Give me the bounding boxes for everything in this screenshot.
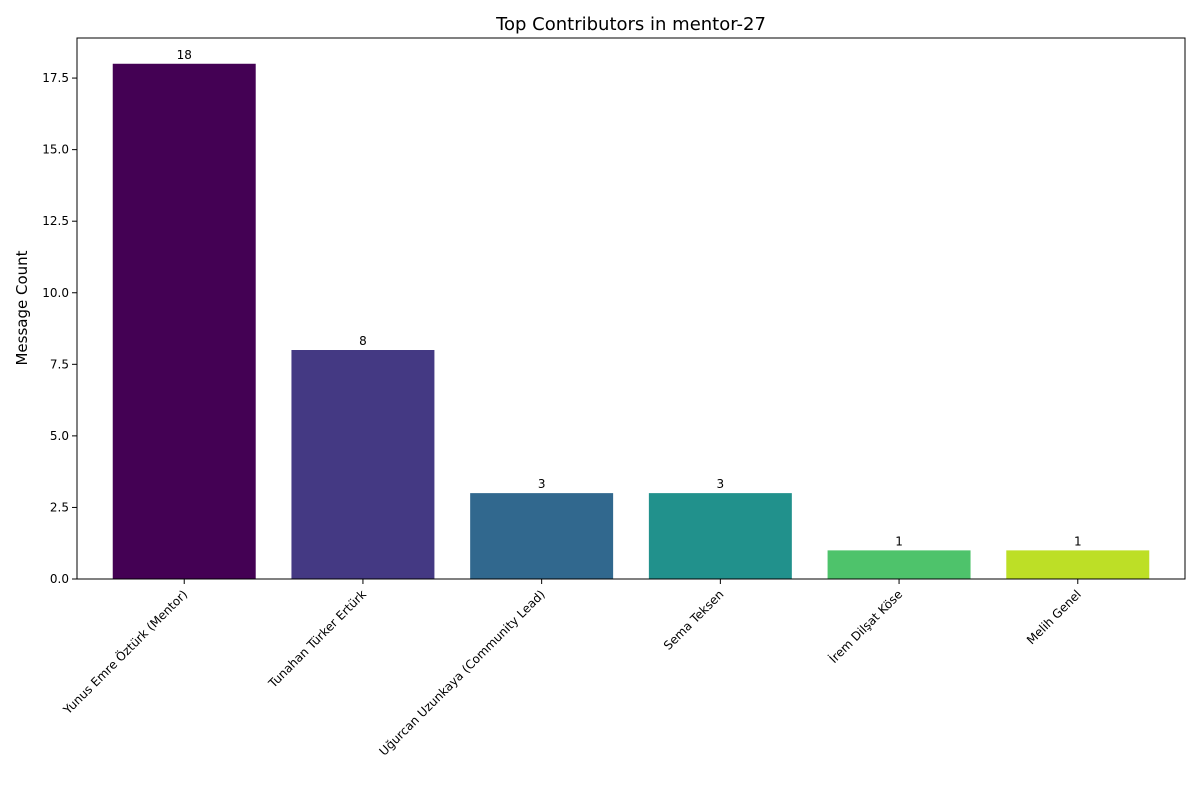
y-axis-title: Message Count [13, 250, 31, 365]
bar-value-label: 3 [717, 477, 725, 491]
bar-value-label: 1 [895, 534, 903, 548]
bar-4 [648, 493, 792, 579]
x-tick-label: Yunus Emre Öztürk (Mentor) [59, 586, 191, 718]
x-tick-label: Melih Genel [1024, 587, 1084, 647]
bar-5 [827, 550, 971, 579]
y-tick-label: 15.0 [42, 143, 69, 157]
x-tick-label: İrem Dilşat Köse [826, 587, 905, 666]
chart-title: Top Contributors in mentor-27 [495, 14, 766, 35]
axes-frame [76, 37, 1186, 580]
y-tick-label: 17.5 [42, 71, 69, 85]
y-tick-label: 0.0 [50, 572, 69, 586]
bar-1 [112, 63, 256, 580]
x-tick-label: Tunahan Türker Ertürk [265, 587, 369, 691]
y-tick-label: 7.5 [50, 357, 69, 371]
bar-value-label: 8 [359, 334, 367, 348]
bar-6 [1006, 550, 1150, 579]
bar-value-label: 1 [1074, 534, 1082, 548]
bar-value-label: 3 [538, 477, 546, 491]
y-tick-label: 12.5 [42, 214, 69, 228]
x-tick-label: Uğurcan Uzunkaya (Community Lead) [377, 587, 548, 758]
bar-2 [291, 350, 435, 579]
bar-3 [470, 493, 614, 579]
y-tick-label: 5.0 [50, 429, 69, 443]
x-tick-label: Sema Teksen [661, 587, 727, 653]
y-tick-label: 2.5 [50, 500, 69, 514]
y-tick-label: 10.0 [42, 286, 69, 300]
bar-value-label: 18 [177, 48, 192, 62]
